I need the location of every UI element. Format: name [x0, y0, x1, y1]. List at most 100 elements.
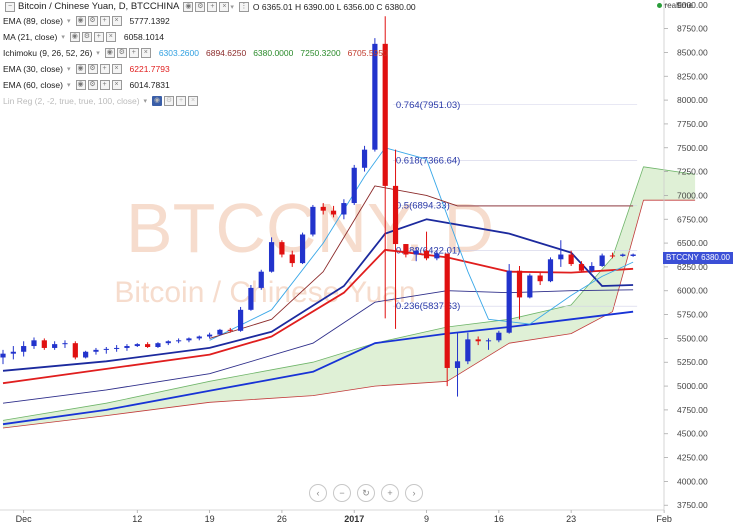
add-icon[interactable]: +: [99, 15, 110, 26]
eye-icon[interactable]: ◉: [75, 15, 86, 26]
candle-body: [248, 287, 254, 310]
candle-body: [124, 346, 130, 348]
candle-body: [279, 242, 285, 255]
settings-icon[interactable]: ⚙: [87, 79, 98, 90]
candle-body: [21, 346, 27, 352]
chevron-right-icon[interactable]: ›: [405, 484, 423, 502]
candle-body: [382, 43, 388, 186]
indicator-value: 6303.2600: [158, 47, 199, 58]
time-tick-label: 9: [424, 514, 429, 524]
chevron-down-icon[interactable]: ▾: [67, 17, 71, 25]
settings-icon[interactable]: ⚙: [195, 1, 206, 12]
price-tick-label: 5250.00: [677, 357, 708, 367]
chevron-down-icon[interactable]: ▾: [230, 3, 234, 11]
indicator-line: [209, 147, 634, 341]
settings-icon[interactable]: ⚙: [164, 95, 175, 106]
reset-icon[interactable]: ↻: [357, 484, 375, 502]
candle-body: [207, 334, 213, 337]
realtime-dot-icon: [656, 3, 662, 8]
eye-icon[interactable]: ◉: [183, 1, 194, 12]
indicator-line: [2, 310, 634, 426]
time-tick-label: 12: [132, 514, 142, 524]
candle-body: [578, 264, 585, 271]
ohlc-readout: O 6365.01 H 6390.00 L 6356.00 C 6380.00: [252, 1, 416, 12]
add-icon[interactable]: +: [207, 1, 218, 12]
chevron-down-icon[interactable]: ▾: [143, 97, 148, 105]
watermark-name: Bitcoin / Chinese Yuan: [114, 276, 415, 309]
add-icon[interactable]: +: [93, 31, 104, 42]
price-tick-label: 7750.00: [677, 119, 708, 129]
close-icon[interactable]: ×: [140, 47, 151, 58]
chevron-down-icon[interactable]: ▾: [67, 81, 71, 89]
stats-icon[interactable]: ⋮: [238, 1, 249, 12]
chevron-down-icon[interactable]: ▾: [96, 49, 100, 57]
close-icon[interactable]: ×: [111, 63, 122, 74]
add-icon[interactable]: +: [128, 47, 139, 58]
price-tick-label: 9000.00: [677, 0, 708, 10]
candle-body: [372, 43, 378, 150]
indicator-name: Ichimoku (9, 26, 52, 26): [3, 47, 93, 58]
candle-body: [165, 341, 171, 344]
settings-icon[interactable]: ⚙: [81, 31, 92, 42]
chevron-left-icon[interactable]: ‹: [309, 484, 327, 502]
candle-body: [434, 253, 440, 259]
candle-body: [465, 339, 471, 362]
fib-level-label: 0.764(7951.03): [396, 100, 460, 111]
price-tick-label: 6250.00: [677, 262, 708, 272]
candle-body: [599, 255, 605, 266]
price-tick-label: 7000.00: [677, 190, 708, 200]
candle-body: [444, 253, 450, 368]
fib-level-label: 0.5(6894.33): [396, 200, 450, 211]
indicator-value: 6058.1014: [123, 31, 165, 42]
price-tick-label: 6750.00: [677, 214, 708, 224]
settings-icon[interactable]: ⚙: [116, 47, 127, 58]
price-tick-label: 5750.00: [677, 310, 708, 320]
chevron-down-icon[interactable]: ▾: [67, 65, 71, 73]
indicator-value: 7250.3200: [300, 47, 341, 58]
indicator-name: MA (21, close): [3, 31, 58, 42]
eye-icon[interactable]: ◉: [104, 47, 115, 58]
ichimoku-cloud: [3, 166, 696, 429]
settings-icon[interactable]: ⚙: [87, 15, 98, 26]
eye-icon[interactable]: ◉: [75, 79, 86, 90]
candle-body: [83, 351, 89, 358]
eye-icon[interactable]: ◉: [69, 31, 80, 42]
time-tick-label: 23: [566, 514, 576, 524]
price-tick-label: 4000.00: [677, 476, 708, 486]
indicator-value: 6014.7831: [129, 79, 170, 90]
eye-icon[interactable]: ◉: [152, 95, 163, 106]
candle-body: [103, 348, 109, 350]
indicator-name: EMA (89, close): [3, 15, 63, 26]
candle-body: [485, 340, 492, 342]
close-icon[interactable]: ×: [219, 1, 230, 12]
candle-body: [351, 167, 357, 204]
close-icon[interactable]: ×: [111, 79, 122, 90]
price-tick-label: 7500.00: [677, 143, 708, 153]
indicator-value: 6221.7793: [129, 63, 170, 74]
plus-icon[interactable]: +: [381, 484, 399, 502]
close-icon[interactable]: ×: [188, 95, 199, 106]
eye-icon[interactable]: ◉: [75, 63, 86, 74]
chevron-down-icon[interactable]: ▾: [61, 33, 65, 41]
indicator-row[interactable]: MA (21, close) ▾ ◉ ⚙ + × 6058.1014: [3, 30, 168, 43]
minus-icon[interactable]: −: [333, 484, 351, 502]
collapse-icon[interactable]: −: [5, 1, 15, 12]
indicator-row[interactable]: Lin Reg (2, -2, true, true, 100, close) ▾…: [3, 94, 199, 107]
settings-icon[interactable]: ⚙: [87, 63, 98, 74]
candle-body: [496, 332, 502, 341]
candle-body: [320, 206, 326, 211]
close-icon[interactable]: ×: [111, 15, 122, 26]
add-icon[interactable]: +: [176, 95, 187, 106]
indicator-row[interactable]: EMA (89, close) ▾ ◉ ⚙ + × 5777.1392: [3, 14, 174, 27]
indicator-row[interactable]: EMA (60, close) ▾ ◉ ⚙ + × 6014.7831: [3, 78, 174, 91]
candle-body: [176, 340, 182, 342]
indicator-row[interactable]: EMA (30, close) ▾ ◉ ⚙ + × 6221.7793: [3, 62, 174, 75]
close-icon[interactable]: ×: [105, 31, 116, 42]
indicator-row[interactable]: Ichimoku (9, 26, 52, 26) ▾ ◉ ⚙ + × 6303.2600 68…: [3, 46, 392, 59]
indicator-line: [209, 185, 634, 339]
add-icon[interactable]: +: [99, 63, 110, 74]
add-icon[interactable]: +: [99, 79, 110, 90]
candle-body: [330, 210, 337, 215]
